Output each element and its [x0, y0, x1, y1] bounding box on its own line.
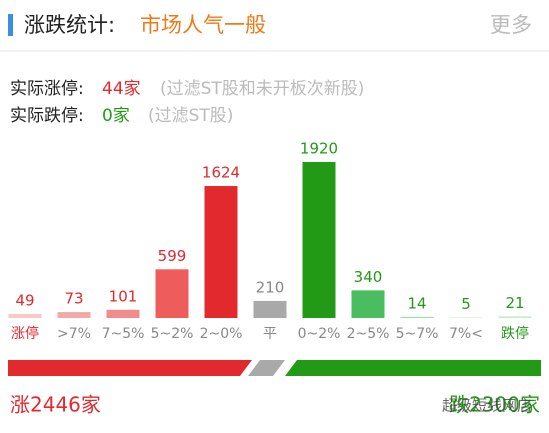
more-link[interactable]: 更多 [490, 13, 532, 37]
up-band [8, 360, 252, 376]
bar [57, 312, 91, 318]
value-label: 5 [461, 295, 471, 313]
category-label: 7~5% [102, 326, 145, 342]
down-count: 跌2300家 [449, 393, 540, 417]
flat-band [248, 360, 285, 376]
category-label: 5~7% [396, 326, 439, 342]
category-label: 2~5% [347, 326, 390, 342]
down-band [285, 360, 541, 376]
category-label: 2~0% [200, 326, 243, 342]
bar [106, 309, 140, 318]
value-label: 49 [15, 292, 34, 310]
up-count: 涨2446家 [10, 393, 101, 417]
category-label: 涨停 [11, 325, 39, 342]
bar [155, 269, 189, 318]
bar [8, 314, 42, 318]
category-label: >7% [57, 326, 91, 342]
value-label: 21 [505, 294, 524, 312]
category-label: 0~2% [298, 326, 341, 342]
bar [351, 290, 385, 318]
value-label: 1624 [202, 164, 240, 182]
bar [302, 162, 336, 318]
stat-value: 0家 [102, 106, 130, 126]
category-label: 跌停 [501, 325, 529, 342]
category-label: 5~2% [151, 326, 194, 342]
bar [204, 186, 238, 318]
header-sentiment: 市场人气一般 [140, 13, 266, 37]
bar [498, 316, 532, 318]
watermark: 超级短线网店 [442, 397, 532, 415]
value-label: 73 [64, 290, 83, 308]
stat-label: 实际涨停: [10, 79, 84, 99]
stat-note: (过滤ST股和未开板次新股) [160, 79, 364, 99]
stat-value: 44家 [102, 79, 141, 99]
value-label: 101 [109, 287, 138, 305]
stat-note: (过滤ST股) [148, 106, 233, 126]
category-label: 7%< [449, 326, 483, 342]
value-label: 340 [354, 268, 383, 286]
bar [253, 300, 287, 318]
value-label: 14 [407, 294, 426, 312]
value-label: 210 [256, 278, 285, 296]
category-label: 平 [263, 326, 277, 342]
value-label: 1920 [300, 140, 338, 158]
value-label: 599 [158, 247, 187, 265]
bar [400, 316, 434, 318]
accent-bar [8, 14, 13, 36]
stat-label: 实际跌停: [10, 106, 84, 126]
header-title: 涨跌统计: [24, 13, 115, 37]
